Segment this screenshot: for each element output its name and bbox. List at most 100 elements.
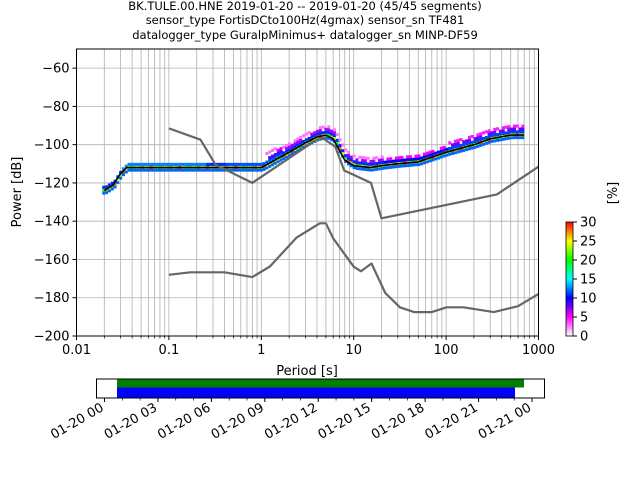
psd-histogram-cell bbox=[400, 155, 404, 159]
colorbar-tick-label: 0 bbox=[580, 330, 588, 345]
psd-histogram-cell bbox=[436, 156, 441, 160]
y-tick-label: −140 bbox=[34, 215, 70, 230]
psd-histogram-cell bbox=[473, 145, 477, 149]
psd-histogram-cell bbox=[254, 168, 258, 172]
psd-histogram-cell bbox=[200, 168, 204, 172]
psd-histogram-cell bbox=[248, 162, 252, 166]
psd-histogram-cell bbox=[271, 157, 275, 161]
colorbar-tick-label: 20 bbox=[580, 254, 597, 269]
psd-histogram-cell bbox=[372, 162, 376, 166]
psd-histogram-cell bbox=[439, 146, 443, 150]
psd-histogram-cell bbox=[279, 158, 283, 162]
psd-histogram-cell bbox=[361, 161, 365, 165]
psd-histogram-cell bbox=[366, 168, 370, 172]
psd-histogram-cell bbox=[296, 149, 300, 153]
psd-histogram-cell bbox=[456, 144, 460, 148]
psd-histogram-cell bbox=[346, 153, 350, 157]
psd-histogram-cell bbox=[476, 139, 480, 143]
psd-histogram-cell bbox=[285, 155, 289, 159]
psd-histogram-cell bbox=[133, 168, 137, 172]
psd-histogram-cell bbox=[448, 146, 452, 151]
psd-histogram-cell bbox=[389, 165, 393, 169]
psd-histogram-cell bbox=[445, 147, 449, 151]
psd-histogram-cell bbox=[240, 168, 244, 172]
psd-histogram-cell bbox=[358, 167, 362, 171]
y-tick-label: −200 bbox=[34, 330, 70, 345]
psd-histogram-cell bbox=[504, 137, 508, 141]
psd-histogram-cell bbox=[332, 136, 336, 140]
psd-histogram-cell bbox=[428, 159, 432, 163]
psd-histogram-cell bbox=[380, 155, 384, 159]
psd-histogram-cell bbox=[403, 164, 407, 168]
psd-histogram-cell bbox=[484, 130, 488, 134]
psd-histogram-cell bbox=[501, 129, 505, 133]
colorbar-tick-label: 10 bbox=[580, 292, 597, 307]
psd-histogram-cell bbox=[479, 132, 483, 136]
y-tick-label: −160 bbox=[34, 253, 70, 268]
psd-histogram-cell bbox=[361, 158, 365, 162]
psd-histogram-cell bbox=[186, 162, 190, 166]
psd-histogram-cell bbox=[481, 131, 486, 135]
psd-histogram-cell bbox=[467, 135, 471, 139]
psd-histogram-cell bbox=[211, 162, 215, 166]
psd-histogram-cell bbox=[282, 151, 286, 155]
psd-histogram-cell bbox=[206, 162, 210, 166]
psd-histogram-cell bbox=[439, 155, 443, 159]
psd-histogram-cell bbox=[349, 158, 353, 162]
y-tick-label: −120 bbox=[34, 176, 70, 191]
x-tick-label: 0.01 bbox=[62, 343, 91, 358]
time-tick-label: 01-20 09 bbox=[209, 400, 267, 442]
psd-histogram-cell bbox=[178, 162, 182, 166]
psd-histogram-cell bbox=[293, 150, 297, 154]
psd-histogram-cell bbox=[372, 156, 376, 160]
psd-histogram-cell bbox=[352, 160, 356, 164]
psd-histogram-cell bbox=[349, 155, 353, 159]
psd-histogram-cell bbox=[431, 152, 435, 156]
psd-histogram-cell bbox=[456, 141, 460, 145]
psd-histogram-cell bbox=[487, 132, 491, 136]
colorbar-tick-label: 30 bbox=[580, 216, 597, 231]
psd-histogram-cell bbox=[136, 168, 140, 172]
psd-histogram-cell bbox=[105, 185, 109, 189]
psd-histogram-cell bbox=[166, 168, 170, 172]
psd-histogram-cell bbox=[299, 147, 303, 151]
psd-histogram-cell bbox=[352, 163, 356, 167]
psd-histogram-cell bbox=[152, 168, 156, 172]
psd-histogram-cell bbox=[113, 185, 117, 189]
psd-histogram-cell bbox=[237, 162, 241, 166]
psd-histogram-cell bbox=[217, 162, 221, 166]
time-tick-label: 01-20 03 bbox=[102, 400, 160, 442]
psd-histogram-cell bbox=[242, 162, 246, 166]
processed-segments-bar bbox=[117, 387, 515, 398]
psd-histogram-cell bbox=[355, 166, 359, 170]
psd-histogram-cell bbox=[301, 134, 305, 138]
psd-histogram-cell bbox=[220, 168, 224, 172]
psd-histogram-cell bbox=[251, 162, 255, 166]
psd-histogram-cell bbox=[344, 148, 348, 152]
psd-histogram-cell bbox=[411, 157, 415, 161]
psd-histogram-cell bbox=[147, 162, 151, 166]
psd-histogram-cell bbox=[521, 124, 525, 128]
time-tick-label: 01-20 06 bbox=[155, 400, 213, 442]
colorbar-tick-label: 25 bbox=[580, 235, 597, 250]
psd-histogram-cell bbox=[400, 158, 404, 162]
psd-histogram-cell bbox=[341, 149, 345, 153]
psd-histogram-cell bbox=[389, 160, 393, 164]
psd-histogram-cell bbox=[220, 162, 224, 166]
y-axis-label: Power [dB] bbox=[10, 157, 25, 228]
psd-histogram-cell bbox=[178, 168, 182, 172]
psd-histogram-cell bbox=[383, 166, 387, 170]
psd-histogram-cell bbox=[510, 127, 514, 131]
psd-histogram-cell bbox=[279, 149, 283, 154]
psd-histogram-cell bbox=[445, 153, 449, 157]
psd-histogram-cell bbox=[383, 160, 387, 164]
psd-histogram-cell bbox=[265, 160, 269, 164]
plot-frame bbox=[76, 48, 539, 337]
psd-histogram-cell bbox=[476, 136, 480, 140]
psd-histogram-cell bbox=[417, 162, 421, 167]
psd-histogram-cell bbox=[313, 131, 317, 135]
psd-histogram-cell bbox=[406, 155, 410, 159]
psd-histogram-cell bbox=[476, 144, 480, 148]
psd-histogram-cell bbox=[346, 159, 350, 163]
